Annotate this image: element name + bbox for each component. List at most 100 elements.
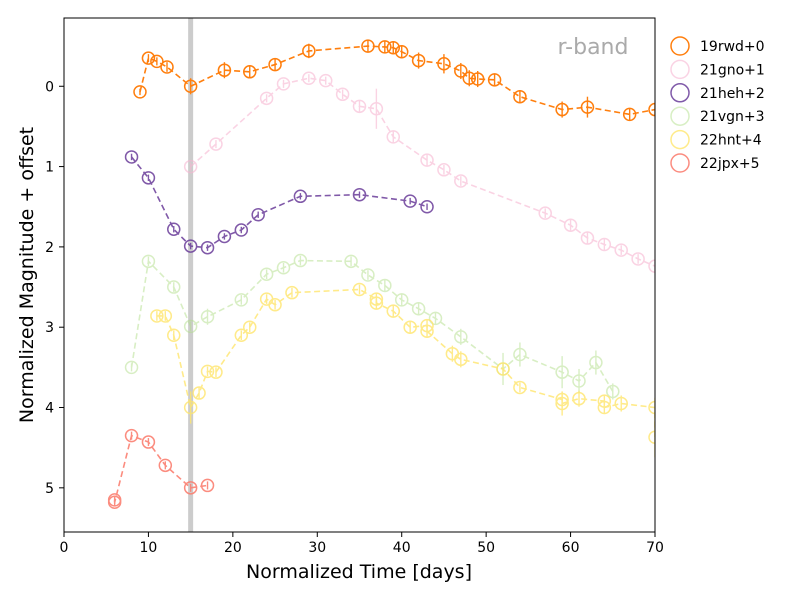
x-axis-label: Normalized Time [days] <box>246 561 472 583</box>
data-point <box>437 163 451 177</box>
data-point <box>589 355 603 370</box>
data-point <box>183 400 198 415</box>
data-point <box>403 320 417 334</box>
legend-label: 21gno+1 <box>700 62 765 78</box>
x-tick-label: 20 <box>224 540 242 556</box>
plot-area <box>107 18 655 532</box>
data-point <box>200 310 215 324</box>
data-point <box>614 396 628 411</box>
data-point <box>538 206 552 220</box>
data-point <box>242 65 257 79</box>
data-point <box>606 384 620 399</box>
data-point <box>259 267 274 281</box>
data-point <box>572 391 586 406</box>
series-line <box>139 45 655 116</box>
data-point <box>124 428 139 443</box>
data-point <box>242 320 257 334</box>
data-point <box>268 57 282 72</box>
y-axis-label: Normalized Magnitude + offset <box>16 127 38 423</box>
legend-item <box>670 129 690 150</box>
legend-marker <box>670 106 690 126</box>
y-tick-label: 2 <box>45 240 54 256</box>
series-22hnt+4 <box>150 282 655 458</box>
x-tick-label: 60 <box>562 540 580 556</box>
data-point <box>555 365 569 379</box>
data-point <box>234 223 249 237</box>
legend-marker <box>670 83 690 103</box>
data-point <box>200 240 215 255</box>
plot-content <box>107 18 655 532</box>
data-point <box>513 380 527 395</box>
data-point <box>160 60 174 74</box>
data-point <box>318 73 333 88</box>
data-point <box>141 254 156 269</box>
data-point <box>437 57 451 71</box>
data-point <box>378 40 392 54</box>
series-21heh+2 <box>124 150 434 255</box>
legend-item <box>670 59 690 80</box>
legend-label: 21heh+2 <box>700 86 765 102</box>
data-point <box>487 73 502 87</box>
data-point <box>141 435 156 449</box>
x-tick-label: 0 <box>60 540 69 556</box>
data-point <box>167 280 181 294</box>
data-point <box>276 261 291 275</box>
data-point <box>420 153 434 167</box>
series-21gno+1 <box>183 71 655 273</box>
x-tick-label: 70 <box>646 540 664 556</box>
data-point <box>394 44 409 59</box>
data-point <box>369 102 384 116</box>
series-21vgn+3 <box>124 253 620 400</box>
data-point <box>302 71 316 85</box>
legend-label: 19rwd+0 <box>700 39 765 55</box>
data-point <box>513 347 527 362</box>
data-point <box>158 309 173 323</box>
series-line <box>190 77 655 267</box>
data-point <box>361 39 375 53</box>
data-point <box>251 208 265 222</box>
data-point <box>200 364 215 379</box>
data-point <box>454 352 468 367</box>
data-point <box>276 77 291 91</box>
data-point <box>614 243 628 257</box>
legend: 19rwd+0 21gno+1 21heh+2 21vgn+3 22hnt+4 22jpx… <box>670 36 765 173</box>
series-22jpx+5 <box>107 428 215 510</box>
legend-item <box>670 83 690 103</box>
data-point <box>513 89 527 104</box>
data-point <box>411 53 426 68</box>
data-point <box>285 285 299 300</box>
data-point <box>217 229 232 244</box>
data-point <box>141 171 156 185</box>
data-point <box>580 231 595 245</box>
y-tick-label: 0 <box>45 79 54 95</box>
data-point <box>183 79 198 94</box>
legend-item <box>670 106 690 126</box>
data-point <box>555 102 569 117</box>
data-point <box>470 72 485 86</box>
data-point <box>572 374 586 388</box>
data-point <box>648 430 655 444</box>
data-point <box>378 278 392 293</box>
x-tick-label: 10 <box>140 540 158 556</box>
legend-marker <box>670 129 690 150</box>
legend-marker <box>670 153 690 173</box>
axes: 0 10 20 30 40 50 60 70 0 1 2 3 4 5 <box>45 17 664 556</box>
data-point <box>344 254 358 269</box>
series-19rwd+0 <box>133 39 655 122</box>
data-point <box>293 253 308 268</box>
data-point <box>454 64 468 78</box>
data-point <box>268 297 282 312</box>
data-point <box>622 107 637 122</box>
data-point <box>183 319 198 334</box>
data-point <box>209 365 223 379</box>
data-point <box>563 218 578 232</box>
data-point <box>555 396 569 411</box>
legend-label: 22hnt+4 <box>700 133 762 149</box>
data-point <box>234 328 249 342</box>
data-point <box>454 174 468 188</box>
data-point <box>420 324 434 338</box>
data-point <box>158 458 173 473</box>
legend-label: 21vgn+3 <box>700 109 765 125</box>
data-point <box>200 478 215 493</box>
